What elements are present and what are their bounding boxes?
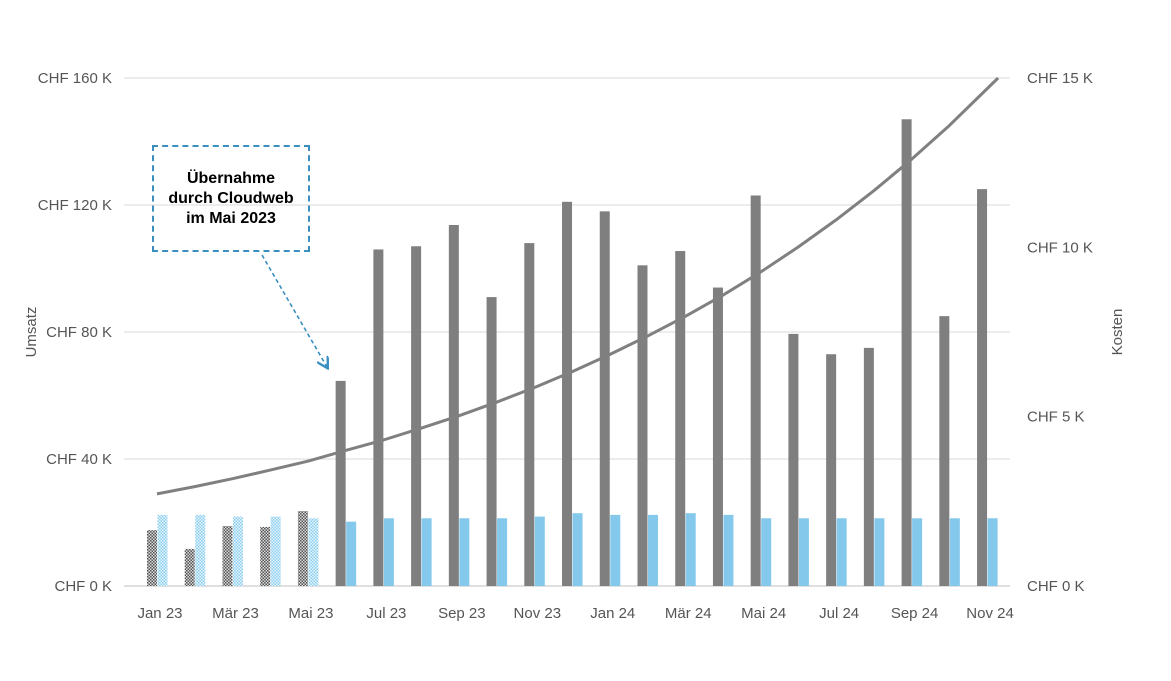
x-tick-label: Nov 23	[514, 605, 562, 622]
bar-umsatz	[448, 225, 459, 586]
y-tick-label-right: CHF 10 K	[1027, 239, 1093, 256]
bar-umsatz	[826, 354, 837, 586]
bar-kosten	[308, 518, 319, 586]
x-tick-label: Jul 24	[819, 605, 859, 622]
bar-kosten	[647, 514, 658, 586]
bar-umsatz	[411, 246, 422, 586]
bar-kosten	[270, 516, 281, 586]
bar-kosten	[723, 514, 734, 586]
bar-umsatz	[222, 525, 233, 586]
bar-umsatz	[637, 265, 648, 586]
bar-kosten	[761, 518, 772, 586]
y-tick-label-left: CHF 80 K	[46, 324, 112, 341]
bar-umsatz	[260, 526, 271, 586]
bar-kosten	[232, 516, 243, 586]
x-tick-label: Jan 23	[137, 605, 182, 622]
annotation-arrow	[261, 254, 327, 367]
bar-umsatz	[675, 251, 686, 586]
x-tick-label: Mai 24	[741, 605, 786, 622]
bar-umsatz	[599, 211, 610, 586]
x-tick-label: Mär 23	[212, 605, 259, 622]
x-tick-label: Sep 23	[438, 605, 486, 622]
trend-line-umsatz	[156, 76, 1000, 496]
bar-umsatz	[486, 297, 497, 586]
y-tick-label-left: CHF 0 K	[54, 578, 112, 595]
bar-kosten	[383, 518, 394, 586]
y-tick-label-right: CHF 5 K	[1027, 409, 1085, 426]
x-tick-label: Sep 24	[891, 605, 939, 622]
bar-umsatz	[562, 201, 573, 586]
x-tick-label: Jul 23	[366, 605, 406, 622]
bar-kosten	[798, 518, 809, 586]
bar-kosten	[572, 513, 583, 586]
bar-kosten	[421, 518, 432, 586]
bar-kosten	[157, 514, 168, 586]
bar-umsatz	[977, 189, 988, 586]
x-tick-label: Mär 24	[665, 605, 712, 622]
y-tick-label-right: CHF 0 K	[1027, 578, 1085, 595]
bar-kosten	[459, 518, 470, 586]
y-tick-label-left: CHF 40 K	[46, 451, 112, 468]
annotation-box: Übernahme durch Cloudweb im Mai 2023	[152, 145, 310, 252]
bar-umsatz	[788, 333, 799, 586]
bar-umsatz	[901, 119, 912, 587]
bar-kosten	[685, 513, 696, 586]
bar-umsatz	[297, 511, 308, 586]
bar-kosten	[949, 518, 960, 586]
x-tick-label: Jan 24	[590, 605, 635, 622]
bar-umsatz	[863, 347, 874, 586]
y-tick-label-left: CHF 120 K	[38, 197, 112, 214]
bar-kosten	[534, 516, 545, 586]
y-axis-label-right: Kosten	[1109, 309, 1126, 356]
bar-umsatz	[373, 249, 384, 586]
bar-kosten	[836, 518, 847, 586]
bar-umsatz	[939, 316, 950, 586]
bar-kosten	[195, 514, 206, 586]
y-axis-label-left: Umsatz	[23, 307, 40, 358]
bar-kosten	[987, 518, 998, 586]
bar-umsatz	[147, 530, 157, 586]
bar-umsatz	[335, 380, 346, 586]
x-tick-label: Nov 24	[966, 605, 1014, 622]
bar-kosten	[912, 518, 923, 586]
x-tick-label: Mai 23	[288, 605, 333, 622]
bar-umsatz	[184, 548, 195, 586]
bar-kosten	[874, 518, 885, 586]
bar-kosten	[346, 521, 357, 586]
y-tick-label-left: CHF 160 K	[38, 70, 112, 87]
y-tick-label-right: CHF 15 K	[1027, 70, 1093, 87]
bar-kosten	[610, 514, 621, 586]
bar-umsatz	[712, 287, 723, 586]
bar-umsatz	[524, 243, 535, 586]
bar-umsatz	[750, 195, 761, 586]
bar-kosten	[497, 518, 508, 586]
